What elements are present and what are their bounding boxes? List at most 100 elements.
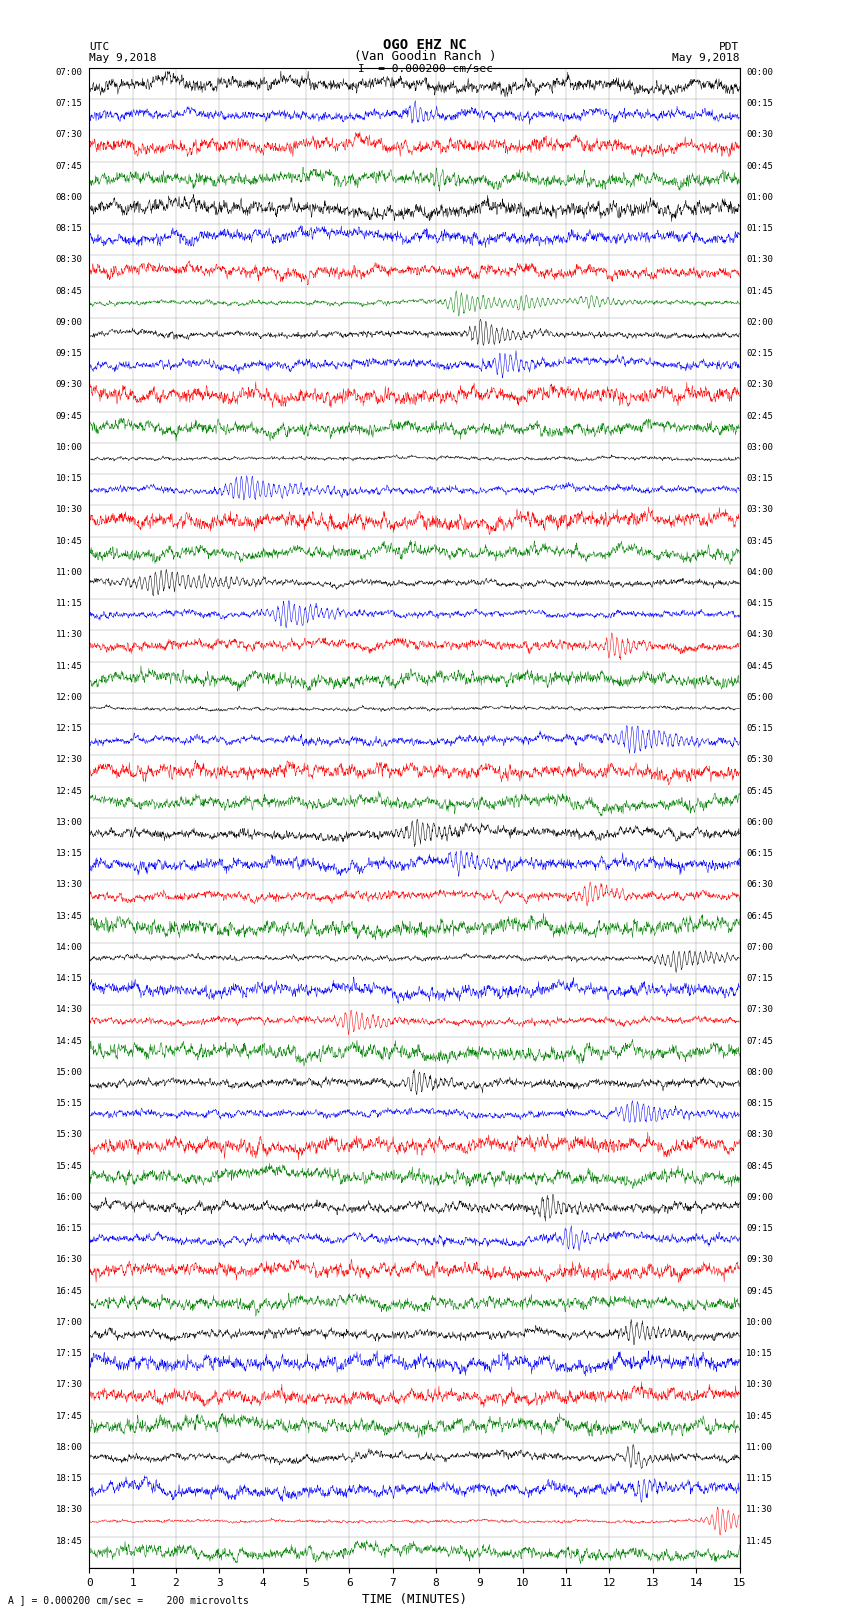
Text: 08:45: 08:45 — [56, 287, 82, 295]
Text: 02:30: 02:30 — [746, 381, 773, 389]
Text: 06:30: 06:30 — [746, 881, 773, 889]
Text: 07:15: 07:15 — [56, 98, 82, 108]
Text: 06:45: 06:45 — [746, 911, 773, 921]
Text: 09:00: 09:00 — [56, 318, 82, 327]
Text: PDT: PDT — [719, 42, 740, 52]
Text: 16:45: 16:45 — [56, 1287, 82, 1295]
Text: (Van Goodin Ranch ): (Van Goodin Ranch ) — [354, 50, 496, 63]
Text: 07:00: 07:00 — [746, 942, 773, 952]
Text: 13:15: 13:15 — [56, 848, 82, 858]
Text: 05:15: 05:15 — [746, 724, 773, 732]
Text: 14:15: 14:15 — [56, 974, 82, 982]
Text: 11:15: 11:15 — [56, 598, 82, 608]
Text: 17:30: 17:30 — [56, 1381, 82, 1389]
Text: 01:00: 01:00 — [746, 194, 773, 202]
Text: 02:00: 02:00 — [746, 318, 773, 327]
Text: 11:15: 11:15 — [746, 1474, 773, 1482]
Text: 14:00: 14:00 — [56, 942, 82, 952]
Text: 11:30: 11:30 — [56, 631, 82, 639]
Text: 10:00: 10:00 — [56, 444, 82, 452]
Text: 14:30: 14:30 — [56, 1005, 82, 1015]
Text: 10:45: 10:45 — [746, 1411, 773, 1421]
Text: 18:30: 18:30 — [56, 1505, 82, 1515]
Text: 11:30: 11:30 — [746, 1505, 773, 1515]
Text: 07:15: 07:15 — [746, 974, 773, 982]
Text: 00:15: 00:15 — [746, 98, 773, 108]
Text: 16:00: 16:00 — [56, 1194, 82, 1202]
Text: 16:15: 16:15 — [56, 1224, 82, 1232]
Text: 17:00: 17:00 — [56, 1318, 82, 1327]
Text: 04:00: 04:00 — [746, 568, 773, 577]
Text: 08:45: 08:45 — [746, 1161, 773, 1171]
Text: 08:30: 08:30 — [56, 255, 82, 265]
Text: 12:00: 12:00 — [56, 694, 82, 702]
Text: 00:00: 00:00 — [746, 68, 773, 77]
Text: 09:45: 09:45 — [56, 411, 82, 421]
Text: 00:30: 00:30 — [746, 131, 773, 139]
Text: 11:00: 11:00 — [56, 568, 82, 577]
Text: 07:45: 07:45 — [746, 1037, 773, 1045]
Text: 17:15: 17:15 — [56, 1348, 82, 1358]
Text: 09:30: 09:30 — [746, 1255, 773, 1265]
Text: 18:15: 18:15 — [56, 1474, 82, 1482]
Text: 17:45: 17:45 — [56, 1411, 82, 1421]
Text: 09:45: 09:45 — [746, 1287, 773, 1295]
Text: 01:45: 01:45 — [746, 287, 773, 295]
Text: 11:45: 11:45 — [746, 1537, 773, 1545]
Text: 09:15: 09:15 — [56, 348, 82, 358]
Text: 15:15: 15:15 — [56, 1098, 82, 1108]
Text: 02:45: 02:45 — [746, 411, 773, 421]
Text: May 9,2018: May 9,2018 — [89, 53, 156, 63]
Text: 02:15: 02:15 — [746, 348, 773, 358]
Text: 07:45: 07:45 — [56, 161, 82, 171]
Text: 11:45: 11:45 — [56, 661, 82, 671]
Text: 13:00: 13:00 — [56, 818, 82, 827]
Text: 15:45: 15:45 — [56, 1161, 82, 1171]
Text: 12:15: 12:15 — [56, 724, 82, 732]
Text: 10:45: 10:45 — [56, 537, 82, 545]
Text: 10:30: 10:30 — [56, 505, 82, 515]
Text: 12:30: 12:30 — [56, 755, 82, 765]
Text: 09:15: 09:15 — [746, 1224, 773, 1232]
Text: 08:15: 08:15 — [746, 1098, 773, 1108]
Text: 08:00: 08:00 — [746, 1068, 773, 1077]
Text: 15:30: 15:30 — [56, 1131, 82, 1139]
Text: 07:30: 07:30 — [746, 1005, 773, 1015]
Text: 08:00: 08:00 — [56, 194, 82, 202]
Text: 08:30: 08:30 — [746, 1131, 773, 1139]
Text: 14:45: 14:45 — [56, 1037, 82, 1045]
Text: 03:15: 03:15 — [746, 474, 773, 482]
Text: 03:45: 03:45 — [746, 537, 773, 545]
Text: 16:30: 16:30 — [56, 1255, 82, 1265]
Text: 00:45: 00:45 — [746, 161, 773, 171]
Text: 15:00: 15:00 — [56, 1068, 82, 1077]
Text: 09:30: 09:30 — [56, 381, 82, 389]
Text: 06:15: 06:15 — [746, 848, 773, 858]
Text: 05:00: 05:00 — [746, 694, 773, 702]
Text: 10:30: 10:30 — [746, 1381, 773, 1389]
Text: 12:45: 12:45 — [56, 787, 82, 795]
Text: 13:45: 13:45 — [56, 911, 82, 921]
Text: A ] = 0.000200 cm/sec =    200 microvolts: A ] = 0.000200 cm/sec = 200 microvolts — [8, 1595, 249, 1605]
Text: 10:15: 10:15 — [746, 1348, 773, 1358]
Text: 05:45: 05:45 — [746, 787, 773, 795]
Text: 10:00: 10:00 — [746, 1318, 773, 1327]
Text: 04:15: 04:15 — [746, 598, 773, 608]
Text: 03:00: 03:00 — [746, 444, 773, 452]
Text: 04:30: 04:30 — [746, 631, 773, 639]
Text: 01:15: 01:15 — [746, 224, 773, 232]
Text: 07:00: 07:00 — [56, 68, 82, 77]
Text: I  = 0.000200 cm/sec: I = 0.000200 cm/sec — [358, 65, 492, 74]
Text: 09:00: 09:00 — [746, 1194, 773, 1202]
Text: 03:30: 03:30 — [746, 505, 773, 515]
Text: OGO EHZ NC: OGO EHZ NC — [383, 37, 467, 52]
Text: 18:00: 18:00 — [56, 1444, 82, 1452]
Text: UTC: UTC — [89, 42, 110, 52]
Text: 10:15: 10:15 — [56, 474, 82, 482]
Text: 13:30: 13:30 — [56, 881, 82, 889]
Text: 06:00: 06:00 — [746, 818, 773, 827]
Text: May 9,2018: May 9,2018 — [672, 53, 740, 63]
Text: 05:30: 05:30 — [746, 755, 773, 765]
Text: 07:30: 07:30 — [56, 131, 82, 139]
Text: 11:00: 11:00 — [746, 1444, 773, 1452]
